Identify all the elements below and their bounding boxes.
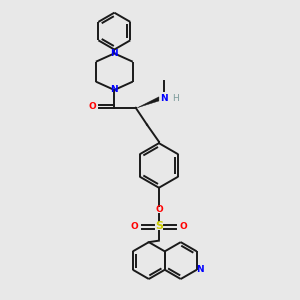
Text: S: S [155,221,163,231]
Text: O: O [155,205,163,214]
Text: H: H [172,94,179,103]
Text: N: N [110,85,118,94]
Text: O: O [131,222,139,231]
Text: O: O [88,102,96,111]
Text: N: N [196,265,203,274]
Polygon shape [137,97,159,108]
Text: N: N [160,94,168,103]
Text: N: N [110,49,118,58]
Text: O: O [179,222,187,231]
